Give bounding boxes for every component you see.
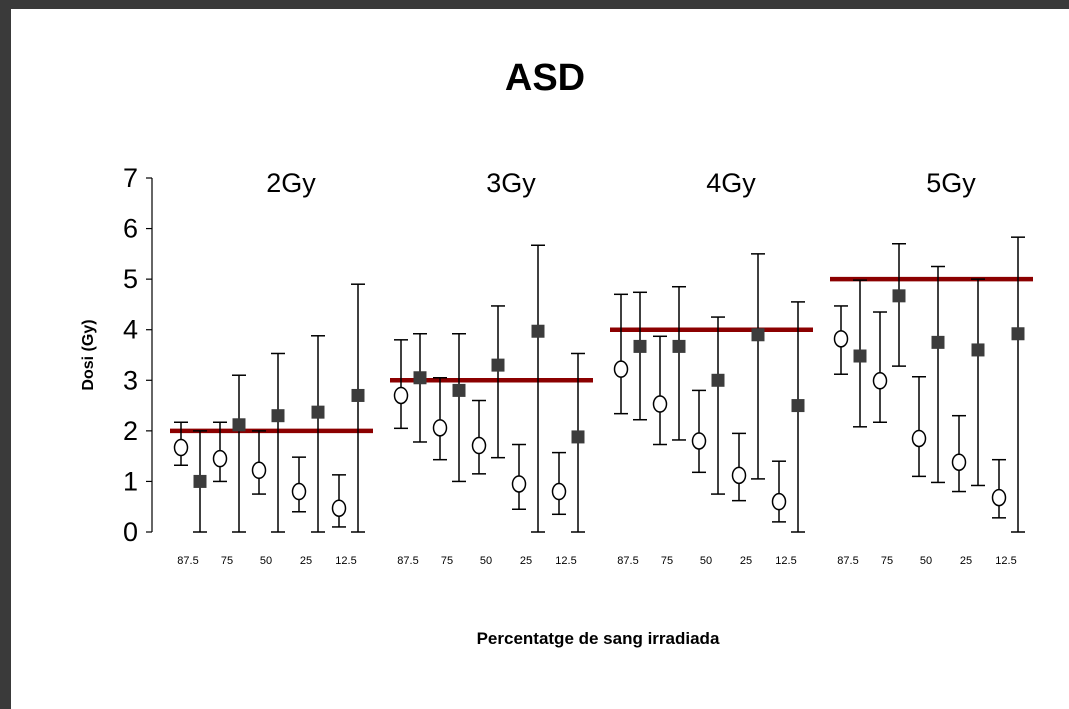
y-tick-label: 3 <box>123 365 138 395</box>
open-circle-point <box>833 330 849 348</box>
x-tick-label: 87.5 <box>397 555 418 567</box>
open-circle-point <box>991 488 1007 507</box>
filled-square-point <box>452 383 466 397</box>
open-circle-point <box>911 429 927 448</box>
x-tick-label: 87.5 <box>617 555 638 567</box>
x-tick-label: 25 <box>740 555 752 567</box>
open-circle-point <box>691 432 707 450</box>
x-tick-label: 75 <box>881 555 893 567</box>
filled-square-point <box>931 335 945 349</box>
group-label: 4Gy <box>706 168 756 198</box>
x-tick-label: 25 <box>960 555 972 567</box>
group-label: 5Gy <box>926 168 976 198</box>
open-circle-point <box>212 449 228 468</box>
y-tick-label: 2 <box>123 416 138 446</box>
filled-square-point <box>351 388 365 402</box>
y-axis-label: Dosi (Gy) <box>80 319 97 390</box>
chart-title: ASD <box>505 57 585 99</box>
open-circle-point <box>872 372 888 390</box>
filled-square-point <box>271 409 285 423</box>
x-tick-label: 75 <box>661 555 673 567</box>
x-tick-label: 50 <box>260 555 272 567</box>
x-tick-label: 75 <box>441 555 453 567</box>
filled-square-point <box>672 339 686 353</box>
x-tick-label: 50 <box>700 555 712 567</box>
filled-square-point <box>232 418 246 432</box>
open-circle-point <box>291 482 307 501</box>
open-circle-point <box>951 453 967 471</box>
filled-square-point <box>892 289 906 303</box>
x-tick-label: 12.5 <box>995 555 1016 567</box>
open-circle-point <box>471 436 487 455</box>
filled-square-point <box>971 343 985 357</box>
filled-square-point <box>311 405 325 419</box>
filled-square-point <box>791 399 805 413</box>
filled-square-point <box>571 430 585 444</box>
y-tick-label: 1 <box>123 466 138 496</box>
x-tick-label: 50 <box>920 555 932 567</box>
y-tick-label: 6 <box>123 214 138 244</box>
filled-square-point <box>853 349 867 363</box>
x-tick-label: 75 <box>221 555 233 567</box>
open-circle-point <box>511 475 527 493</box>
filled-square-point <box>633 339 647 353</box>
y-tick-label: 5 <box>123 264 138 294</box>
open-circle-point <box>551 482 567 501</box>
group-label: 2Gy <box>266 168 316 198</box>
filled-square-point <box>751 328 765 342</box>
open-circle-point <box>331 499 347 517</box>
x-tick-label: 12.5 <box>775 555 796 567</box>
filled-square-point <box>193 474 207 488</box>
filled-square-point <box>531 324 545 338</box>
filled-square-point <box>1011 327 1025 341</box>
group-label: 3Gy <box>486 168 536 198</box>
x-tick-label: 25 <box>520 555 532 567</box>
x-tick-label: 87.5 <box>837 555 858 567</box>
open-circle-point <box>771 492 787 511</box>
x-tick-label: 87.5 <box>177 555 198 567</box>
open-circle-point <box>393 386 409 405</box>
open-circle-point <box>432 419 448 437</box>
open-circle-point <box>173 438 189 457</box>
filled-square-point <box>711 373 725 387</box>
x-tick-label: 50 <box>480 555 492 567</box>
filled-square-point <box>413 371 427 385</box>
y-tick-label: 7 <box>123 163 138 193</box>
x-tick-label: 12.5 <box>555 555 576 567</box>
y-tick-label: 0 <box>123 517 138 547</box>
open-circle-point <box>731 466 747 485</box>
y-tick-label: 4 <box>123 315 138 345</box>
filled-square-point <box>491 358 505 372</box>
open-circle-point <box>251 461 267 480</box>
x-tick-label: 12.5 <box>335 555 356 567</box>
x-tick-label: 25 <box>300 555 312 567</box>
open-circle-point <box>613 360 629 378</box>
open-circle-point <box>652 395 668 413</box>
x-axis-label: Percentatge de sang irradiada <box>477 629 720 648</box>
